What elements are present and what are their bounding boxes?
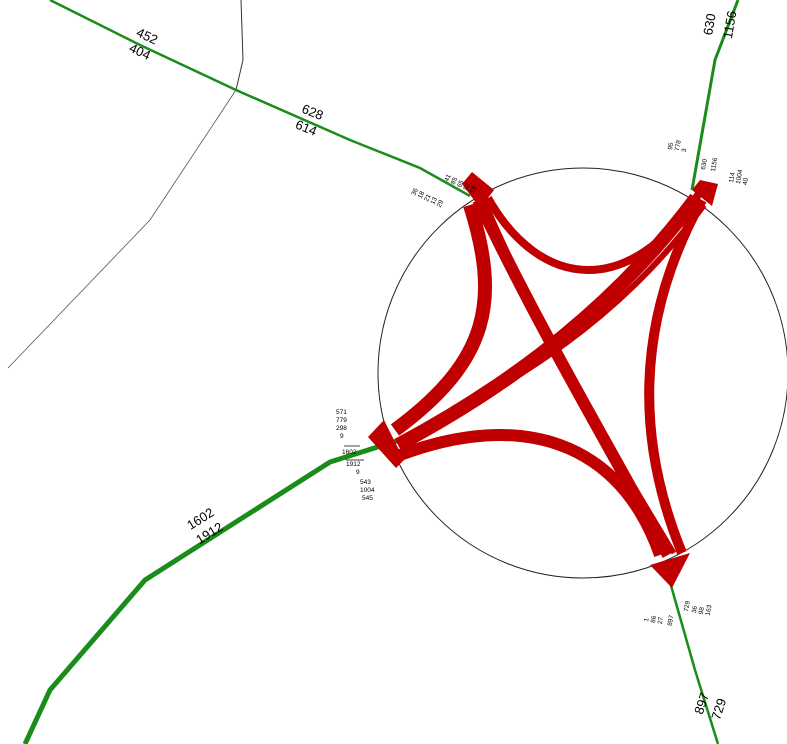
node-label: 545	[362, 495, 373, 502]
label-group-south: 897 729	[691, 691, 729, 722]
node-labels-south-b: 729 36 98 163	[683, 600, 714, 616]
approach-arrow-south	[650, 553, 690, 588]
approach-arrow-west	[368, 420, 404, 468]
node-labels-north-c: 114 1004 40	[728, 169, 750, 186]
road-northwest	[49, 0, 471, 198]
node-label: 897	[667, 614, 676, 626]
node-labels-nw-b: 41 85 65 52 19	[443, 173, 478, 195]
node-label: 52	[463, 182, 473, 192]
node-label: 778	[674, 139, 683, 151]
node-labels-north-b: 630 1156	[700, 157, 719, 172]
node-label: 543	[360, 479, 371, 486]
node-label: 1	[643, 617, 651, 622]
node-label: 40	[742, 177, 750, 186]
flow-bands	[390, 189, 707, 558]
node-label: 3	[681, 148, 689, 153]
flow-ne-se	[644, 197, 707, 555]
node-label: 1004	[360, 487, 375, 494]
node-labels-south-a: 1 86 27 897	[643, 614, 676, 626]
node-label: 13	[430, 196, 440, 206]
node-label: 571	[336, 409, 347, 416]
flow-se-nw	[481, 199, 677, 555]
thin-link-north	[235, 0, 244, 91]
label-group-sw: 1602 1912	[184, 505, 225, 547]
node-labels-west-a: 571 779 298 9 1602	[336, 409, 357, 456]
node-label: 19	[469, 185, 479, 195]
node-label: 36	[410, 187, 420, 197]
road-south-right-label: 729	[708, 696, 729, 721]
road-southwest	[22, 437, 401, 744]
approach-arrow-north	[692, 180, 718, 206]
approach-arrow-northwest	[462, 172, 494, 208]
road-south-left-label: 897	[691, 691, 712, 716]
node-label: 85	[450, 176, 460, 186]
node-label: 1602	[342, 449, 357, 456]
flow-w-ne	[400, 203, 707, 443]
road-north	[690, 0, 740, 191]
node-label: 729	[683, 600, 692, 612]
node-label: 1004	[735, 169, 744, 185]
label-group-nw-mid: 628 614	[293, 101, 325, 139]
node-label: 163	[705, 604, 714, 616]
node-label: 65	[456, 179, 466, 189]
node-label: 9	[340, 433, 344, 440]
node-label: 36	[691, 605, 699, 614]
node-label: 86	[650, 615, 658, 624]
node-label: 1156	[710, 157, 719, 172]
node-label: 779	[336, 417, 347, 424]
node-label: 41	[443, 173, 453, 183]
node-labels-north-a: 95 778 3	[667, 139, 689, 153]
flow-w-se	[397, 429, 666, 557]
roundabout-circle	[377, 167, 787, 579]
node-label: 9	[356, 469, 360, 476]
node-label: 98	[698, 606, 706, 615]
node-label: 21	[423, 193, 433, 203]
label-group-nw: 452 404	[127, 25, 160, 63]
node-labels-west-b: 1912 9 543 1004 545	[346, 461, 375, 502]
road-north-left-label: 630	[700, 12, 719, 36]
flow-nw-w	[390, 202, 492, 436]
thin-link-southwest	[7, 89, 237, 369]
node-label: 95	[667, 142, 675, 151]
road-north-right-label: 1156	[720, 10, 740, 40]
node-labels-nw-a: 36 18 21 13 29	[410, 187, 445, 209]
node-label: 298	[336, 425, 347, 432]
node-label: 630	[700, 158, 709, 170]
road-south	[666, 574, 720, 744]
node-label: 1912	[346, 461, 361, 468]
node-label: 18	[417, 190, 427, 200]
node-label: 29	[436, 199, 446, 209]
node-label: 27	[657, 616, 665, 625]
label-group-north: 630 1156	[700, 10, 740, 40]
node-label: 114	[728, 172, 737, 184]
